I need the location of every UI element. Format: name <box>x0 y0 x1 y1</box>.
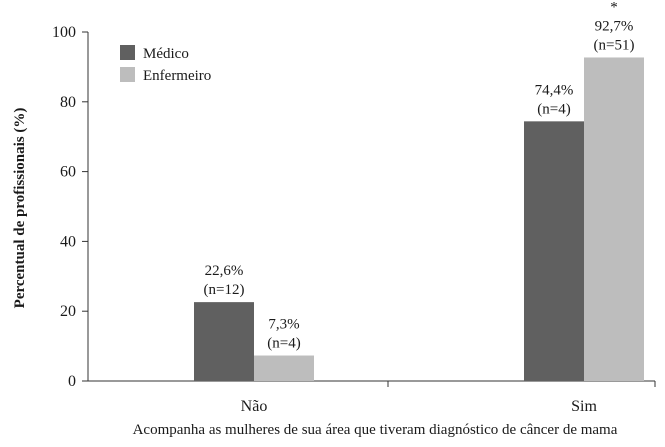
y-tick-label: 100 <box>52 24 76 41</box>
chart-legend: Médico Enfermeiro <box>120 45 211 84</box>
bar-value-label: 22,6% <box>205 263 244 279</box>
x-tick-label: Não <box>241 398 268 415</box>
chart-bars <box>194 57 644 382</box>
y-tick-label: 20 <box>60 303 76 320</box>
bar-value-label: 7,3% <box>268 317 299 333</box>
bar-value-label: 92,7% <box>595 18 634 34</box>
bar <box>524 121 584 382</box>
bar-count-label: (n=51) <box>594 37 635 53</box>
x-tick-label: Sim <box>571 398 597 415</box>
legend-swatch <box>120 67 135 82</box>
y-axis-title: Percentual de profissionais (%) <box>12 108 28 309</box>
x-axis-title: Acompanha as mulheres de sua área que ti… <box>133 422 618 438</box>
legend-swatch <box>120 45 135 60</box>
y-tick-label: 80 <box>60 94 76 111</box>
chart-bar-labels: 22,6% (n=12) 74,4% (n=4) 7,3% (n=4) 92,7% (n=51… <box>204 0 635 352</box>
legend-label: Médico <box>143 46 189 62</box>
bar <box>194 302 254 381</box>
chart-axes: 0 20 40 60 80 100 Não Sim <box>52 24 656 415</box>
y-tick-label: 60 <box>60 164 76 181</box>
significance-marker: * <box>610 0 618 15</box>
bar-count-label: (n=4) <box>537 101 570 117</box>
y-tick-label: 40 <box>60 233 76 250</box>
y-tick-label: 0 <box>68 373 76 390</box>
legend-label: Enfermeiro <box>143 68 211 84</box>
bar <box>254 355 314 381</box>
bar-count-label: (n=12) <box>204 282 245 298</box>
bar <box>584 57 644 382</box>
bar-count-label: (n=4) <box>267 336 300 352</box>
bar-value-label: 74,4% <box>535 82 574 98</box>
